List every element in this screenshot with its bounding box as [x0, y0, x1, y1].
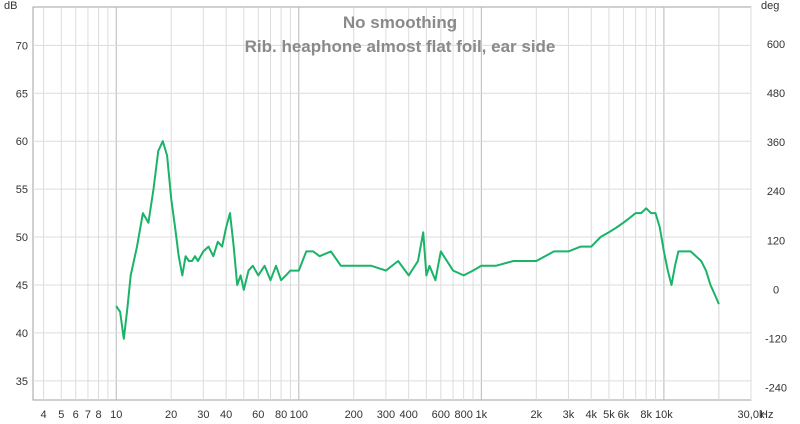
y-tick-label: 70 — [16, 40, 28, 52]
y2-tick-label: 240 — [767, 186, 785, 198]
x-tick-label: 300 — [377, 409, 395, 421]
x-tick-label: 30,0k — [738, 409, 765, 421]
x-tick-label: 5 — [58, 409, 64, 421]
y-unit-left: dB — [4, 0, 17, 12]
x-tick-label: 600 — [432, 409, 450, 421]
x-tick-label: 80 — [275, 409, 287, 421]
x-tick-label: 10k — [655, 409, 673, 421]
x-tick-labels: 4 5 6 7 8 10 20 30 40 60 80 100 200 300 400 600 800 1k 2k 3… — [41, 409, 765, 421]
x-tick-label: 20 — [165, 409, 177, 421]
x-tick-label: 8k — [640, 409, 652, 421]
x-tick-label: 60 — [252, 409, 264, 421]
x-tick-label: 1k — [476, 409, 488, 421]
x-tick-label: 5k — [603, 409, 615, 421]
y2-tick-label: 120 — [767, 235, 785, 247]
x-tick-label: 800 — [454, 409, 472, 421]
y-tick-label: 35 — [16, 376, 28, 388]
x-tick-label: 200 — [345, 409, 363, 421]
x-tick-label: 4 — [41, 409, 47, 421]
chart-subtitle: Rib. heaphone almost flat foil, ear side — [245, 37, 556, 56]
x-tick-label: 100 — [290, 409, 308, 421]
y-tick-label: 40 — [16, 328, 28, 340]
plot-area — [32, 6, 752, 401]
x-tick-label: 40 — [220, 409, 232, 421]
x-tick-label: 4k — [585, 409, 597, 421]
series-layer — [115, 140, 720, 340]
x-tick-label: 3k — [563, 409, 575, 421]
y2-tick-label: 360 — [767, 137, 785, 149]
x-tick-label: 6 — [73, 409, 79, 421]
y2-tick-label: -240 — [765, 383, 787, 395]
x-tick-label: 10 — [110, 409, 122, 421]
y-tick-label: 55 — [16, 184, 28, 196]
x-unit: Hz — [760, 409, 773, 421]
y-tick-label: 45 — [16, 280, 28, 292]
chart-title: No smoothing — [343, 13, 457, 32]
y-unit-right: deg — [761, 0, 779, 12]
y-tick-label: 60 — [16, 136, 28, 148]
response-curve-line — [115, 140, 720, 340]
y-tick-label: 65 — [16, 88, 28, 100]
y-tick-labels: 35 40 45 50 55 60 65 70 — [16, 40, 28, 387]
x-gridlines — [43, 7, 752, 400]
y2-tick-label: 480 — [767, 88, 785, 100]
y-gridlines — [33, 44, 751, 382]
y2-tick-labels: -240 -120 0 120 240 360 480 600 — [765, 39, 787, 395]
x-tick-label: 30 — [197, 409, 209, 421]
y-tick-label: 50 — [16, 232, 28, 244]
y2-tick-label: 0 — [773, 284, 779, 296]
x-tick-label: 8 — [95, 409, 101, 421]
y2-tick-label: -120 — [765, 334, 787, 346]
x-tick-label: 7 — [85, 409, 91, 421]
x-tick-label: 6k — [618, 409, 630, 421]
x-tick-label: 400 — [400, 409, 418, 421]
y2-tick-label: 600 — [767, 39, 785, 51]
x-tick-label: 2k — [530, 409, 542, 421]
